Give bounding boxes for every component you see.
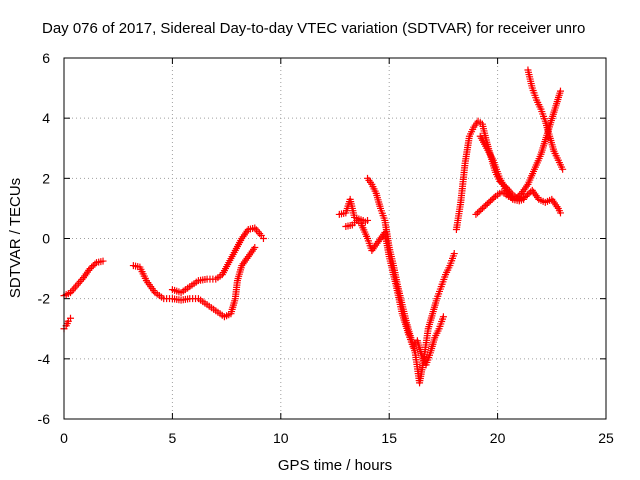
data-point <box>439 313 447 321</box>
y-tick-label: -6 <box>38 411 51 427</box>
data-point <box>514 192 522 200</box>
data-point <box>472 210 480 218</box>
data-point <box>559 165 567 173</box>
data-point <box>556 87 564 95</box>
y-tick-label: 4 <box>42 110 50 126</box>
data-point <box>485 198 493 206</box>
data-point <box>475 207 483 215</box>
data-point <box>259 235 267 242</box>
data-point <box>86 265 94 273</box>
data-point <box>477 206 485 214</box>
x-tick-label: 15 <box>381 430 397 446</box>
data-point <box>490 194 498 202</box>
x-tick-label: 10 <box>273 430 289 446</box>
data-point <box>525 189 533 197</box>
data-point <box>99 257 107 265</box>
x-tick-label: 0 <box>60 430 68 446</box>
data-point <box>88 263 96 271</box>
series-arc-3 <box>168 224 267 297</box>
data-point <box>364 216 372 224</box>
y-tick-label: 2 <box>42 170 50 186</box>
data-point <box>89 262 97 270</box>
chart-title: Day 076 of 2017, Sidereal Day-to-day VTE… <box>42 20 585 37</box>
data-point <box>251 244 259 252</box>
x-tick-label: 25 <box>598 430 614 446</box>
y-tick-label: -2 <box>38 291 51 307</box>
x-tick-labels: 0 5 10 15 20 25 <box>60 430 614 446</box>
y-tick-label: -4 <box>38 351 51 367</box>
data-point <box>483 200 491 208</box>
data-point <box>474 209 482 217</box>
data-point <box>523 191 531 199</box>
y-tick-labels: -6 -4 -2 0 2 4 6 <box>38 50 51 427</box>
data-point <box>480 203 488 211</box>
axis-ticks <box>63 57 607 420</box>
y-axis-title: SDTVAR / TECUs <box>7 178 24 298</box>
data-point <box>91 260 99 268</box>
series-arc-10 <box>524 66 567 173</box>
series-arc-9 <box>476 132 528 205</box>
data-point <box>520 195 528 203</box>
data-point <box>478 204 486 212</box>
series-arc-6 <box>364 174 458 387</box>
x-tick-label: 5 <box>169 430 177 446</box>
plot-area <box>60 66 567 387</box>
data-point <box>488 195 496 203</box>
data-point <box>487 197 495 205</box>
data-point <box>556 209 564 217</box>
y-tick-label: 0 <box>42 231 50 247</box>
data-point <box>67 314 75 322</box>
x-tick-label: 20 <box>490 430 506 446</box>
y-tick-label: 6 <box>42 50 50 66</box>
series-arc-1b <box>60 257 107 300</box>
x-axis-title: GPS time / hours <box>278 457 392 474</box>
data-point <box>482 201 490 209</box>
data-point <box>450 250 458 258</box>
series-arc-2 <box>129 244 259 321</box>
